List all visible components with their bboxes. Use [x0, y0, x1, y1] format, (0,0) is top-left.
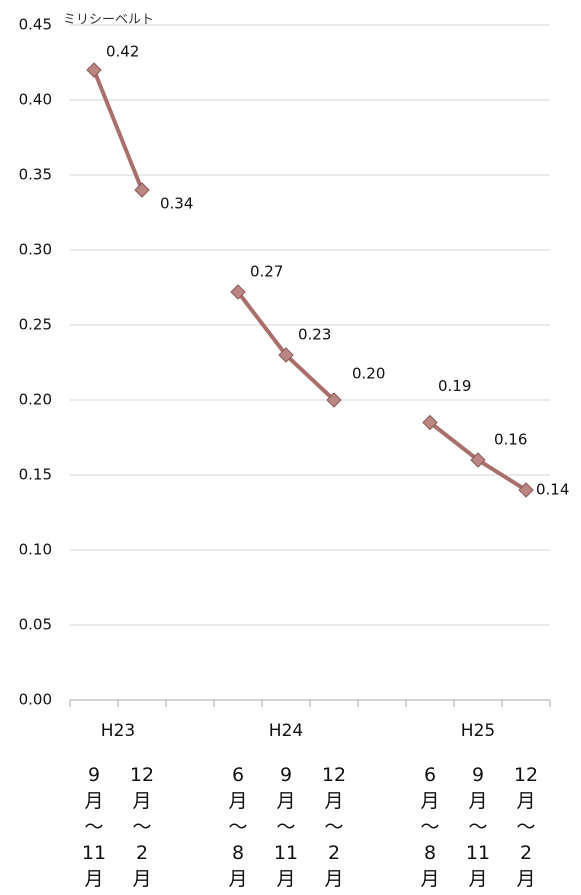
y-tick-label: 0.35 [19, 166, 52, 184]
y-tick-label: 0.05 [19, 616, 52, 634]
x-group-label: H23 [101, 721, 135, 741]
line [94, 70, 142, 190]
y-tick-label: 0.30 [19, 241, 52, 259]
marker [135, 183, 149, 197]
y-tick-label: 0.20 [19, 391, 52, 409]
data-label: 0.27 [250, 263, 283, 281]
chart: ミリシーベルト 0.000.050.100.150.200.250.300.35… [0, 0, 581, 895]
line [238, 292, 334, 400]
y-tick-label: 0.15 [19, 466, 52, 484]
y-tick-label: 0.25 [19, 316, 52, 334]
page: {"chart_data": {"type": "line", "y_unit_… [0, 0, 581, 895]
y-tick-label: 0.10 [19, 541, 52, 559]
y-tick-label: 0.40 [19, 91, 52, 109]
data-label: 0.16 [494, 431, 527, 449]
y-tick-label: 0.00 [19, 691, 52, 709]
data-label: 0.42 [106, 43, 139, 61]
data-label: 0.34 [160, 195, 193, 213]
x-group-label: H24 [269, 721, 303, 741]
data-label: 0.20 [352, 365, 385, 383]
y-tick-label: 0.45 [19, 16, 52, 34]
marker [87, 63, 101, 77]
x-group-label: H25 [461, 721, 495, 741]
data-label: 0.14 [536, 481, 569, 499]
data-label: 0.23 [298, 326, 331, 344]
data-label: 0.19 [438, 377, 471, 395]
